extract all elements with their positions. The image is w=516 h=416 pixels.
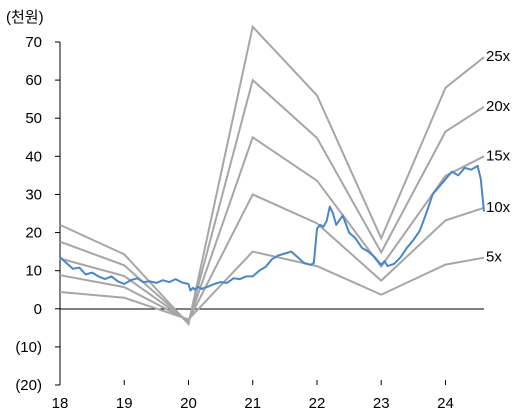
band-label-10x: 10x	[486, 199, 511, 216]
x-tick-label: 20	[180, 395, 197, 412]
band-line-10x	[59, 193, 485, 322]
band-label-20x: 20x	[486, 98, 511, 115]
x-tick-label: 19	[116, 395, 133, 412]
y-tick-label: 60	[25, 72, 42, 89]
y-unit-label: (천원)	[6, 9, 44, 26]
band-line-5x	[59, 250, 485, 321]
stock-price-series	[59, 164, 485, 292]
y-tick-label: (10)	[15, 339, 42, 356]
x-tick-label: 24	[437, 395, 454, 412]
y-tick-label: (20)	[15, 377, 42, 394]
y-tick-label: 20	[25, 225, 42, 242]
y-tick-label: 50	[25, 110, 42, 127]
band-line-25x	[59, 24, 485, 327]
band-labels: 25x 20x 15x 10x 5x	[486, 48, 511, 265]
y-tick-label: 70	[25, 34, 42, 51]
band-line-20x	[59, 78, 485, 325]
band-label-5x: 5x	[486, 249, 502, 266]
band-label-15x: 15x	[486, 147, 511, 164]
y-tick-label: 0	[34, 301, 42, 318]
y-tick-label: 40	[25, 148, 42, 165]
per-band-lines	[59, 24, 485, 327]
band-label-25x: 25x	[486, 48, 511, 65]
y-tick-label: 10	[25, 263, 42, 280]
price-line	[59, 164, 485, 292]
x-tick-label: 18	[52, 395, 69, 412]
y-axis-ticks: 70 60 50 40 30 20 10 0 (10) (20)	[15, 34, 60, 394]
y-tick-label: 30	[25, 186, 42, 203]
x-tick-label: 23	[373, 395, 390, 412]
x-axis-ticks: 18 19 20 21 22 23 24	[52, 380, 454, 412]
x-tick-label: 21	[244, 395, 261, 412]
x-tick-label: 22	[309, 395, 326, 412]
